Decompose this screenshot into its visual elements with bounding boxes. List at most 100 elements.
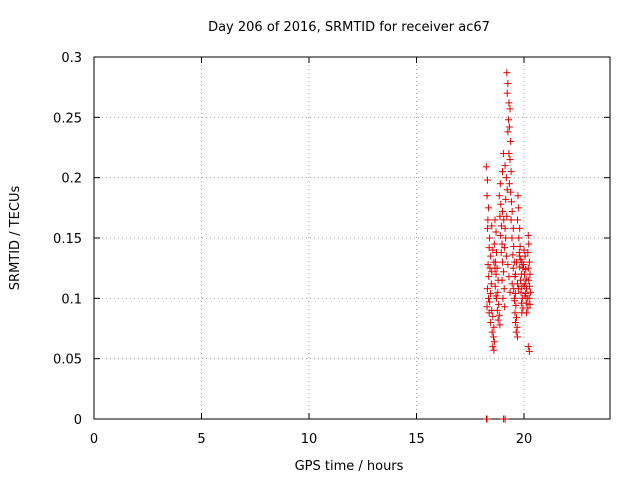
data-point: [509, 251, 517, 259]
data-point: [495, 300, 503, 308]
data-point: [504, 128, 512, 136]
y-tick-label: 0.1: [61, 292, 82, 307]
data-points: [482, 69, 534, 423]
data-point: [515, 204, 523, 212]
data-point: [508, 207, 516, 215]
data-point: [502, 234, 510, 242]
x-tick-label: 15: [408, 432, 425, 447]
data-point: [486, 234, 494, 242]
data-point: [522, 299, 530, 307]
data-point: [483, 303, 491, 311]
data-point: [519, 264, 527, 272]
data-point: [496, 321, 504, 329]
data-point: [509, 264, 517, 272]
data-point: [521, 292, 529, 300]
data-point: [501, 224, 509, 232]
data-point: [491, 264, 499, 272]
data-point: [526, 300, 534, 308]
data-point: [512, 314, 520, 322]
data-point: [495, 192, 503, 200]
data-point: [505, 273, 513, 281]
y-tick-label: 0.05: [53, 353, 82, 368]
x-tick-label: 5: [197, 432, 205, 447]
data-point: [492, 292, 500, 300]
axis-ticks: [93, 56, 610, 420]
data-point: [487, 318, 495, 326]
data-point: [501, 303, 509, 311]
y-tick-label: 0.3: [61, 51, 82, 66]
data-point: [496, 232, 504, 240]
data-point: [492, 228, 500, 236]
data-point: [524, 248, 532, 256]
data-point: [525, 347, 533, 355]
data-point: [505, 99, 513, 107]
x-tick-label: 0: [90, 432, 98, 447]
data-point: [524, 304, 532, 312]
data-point: [518, 258, 526, 266]
data-point: [523, 309, 531, 317]
chart-title: Day 206 of 2016, SRMTID for receiver ac6…: [208, 20, 490, 35]
x-axis-label: GPS time / hours: [295, 459, 404, 474]
data-point: [509, 224, 517, 232]
data-point: [490, 323, 498, 331]
data-point: [489, 246, 497, 254]
data-point: [510, 294, 518, 302]
data-point: [490, 240, 498, 248]
data-point: [507, 188, 515, 196]
data-point: [505, 180, 513, 188]
data-point: [505, 150, 513, 158]
tick-labels: 0 0.05 0.1 0.15 0.2 0.25 0.3 0 5 10 15 20: [53, 51, 532, 447]
data-point: [514, 216, 522, 224]
data-point: [498, 240, 506, 248]
data-point: [484, 261, 492, 269]
data-point: [506, 105, 514, 113]
data-point: [506, 288, 514, 296]
data-point: [488, 268, 496, 276]
data-point: [525, 240, 533, 248]
data-point: [508, 198, 516, 206]
data-point: [505, 116, 513, 124]
data-point: [524, 232, 532, 240]
data-point: [511, 318, 519, 326]
data-point: [492, 270, 500, 278]
data-point: [497, 200, 505, 208]
data-point: [490, 346, 498, 354]
data-point: [491, 216, 499, 224]
data-point: [489, 343, 497, 351]
data-point: [507, 216, 515, 224]
data-point: [514, 192, 522, 200]
data-point: [494, 288, 502, 296]
data-point: [511, 309, 519, 317]
data-point: [483, 176, 491, 184]
data-point: [489, 333, 497, 341]
data-point: [495, 311, 503, 319]
data-point: [526, 270, 534, 278]
data-point: [517, 276, 525, 284]
data-point: [496, 180, 504, 188]
data-point: [483, 192, 491, 200]
data-point: [524, 343, 532, 351]
data-point: [525, 276, 533, 284]
data-point: [505, 123, 513, 131]
data-point: [516, 224, 524, 232]
data-point: [503, 212, 511, 220]
data-point: [486, 290, 494, 298]
data-point: [506, 156, 514, 164]
data-point: [499, 294, 507, 302]
data-point: [503, 89, 511, 97]
data-point: [497, 222, 505, 230]
data-point: [514, 280, 522, 288]
data-point: [512, 302, 520, 310]
data-point: [483, 285, 491, 293]
data-point: [514, 333, 522, 341]
data-point: [483, 415, 491, 423]
data-point: [485, 204, 493, 212]
y-tick-label: 0.2: [61, 172, 82, 187]
data-point: [483, 224, 491, 232]
y-tick-label: 0.15: [53, 232, 82, 247]
data-point: [487, 252, 495, 260]
plot-frame: [93, 56, 611, 420]
data-point: [497, 248, 505, 256]
data-point: [508, 234, 516, 242]
